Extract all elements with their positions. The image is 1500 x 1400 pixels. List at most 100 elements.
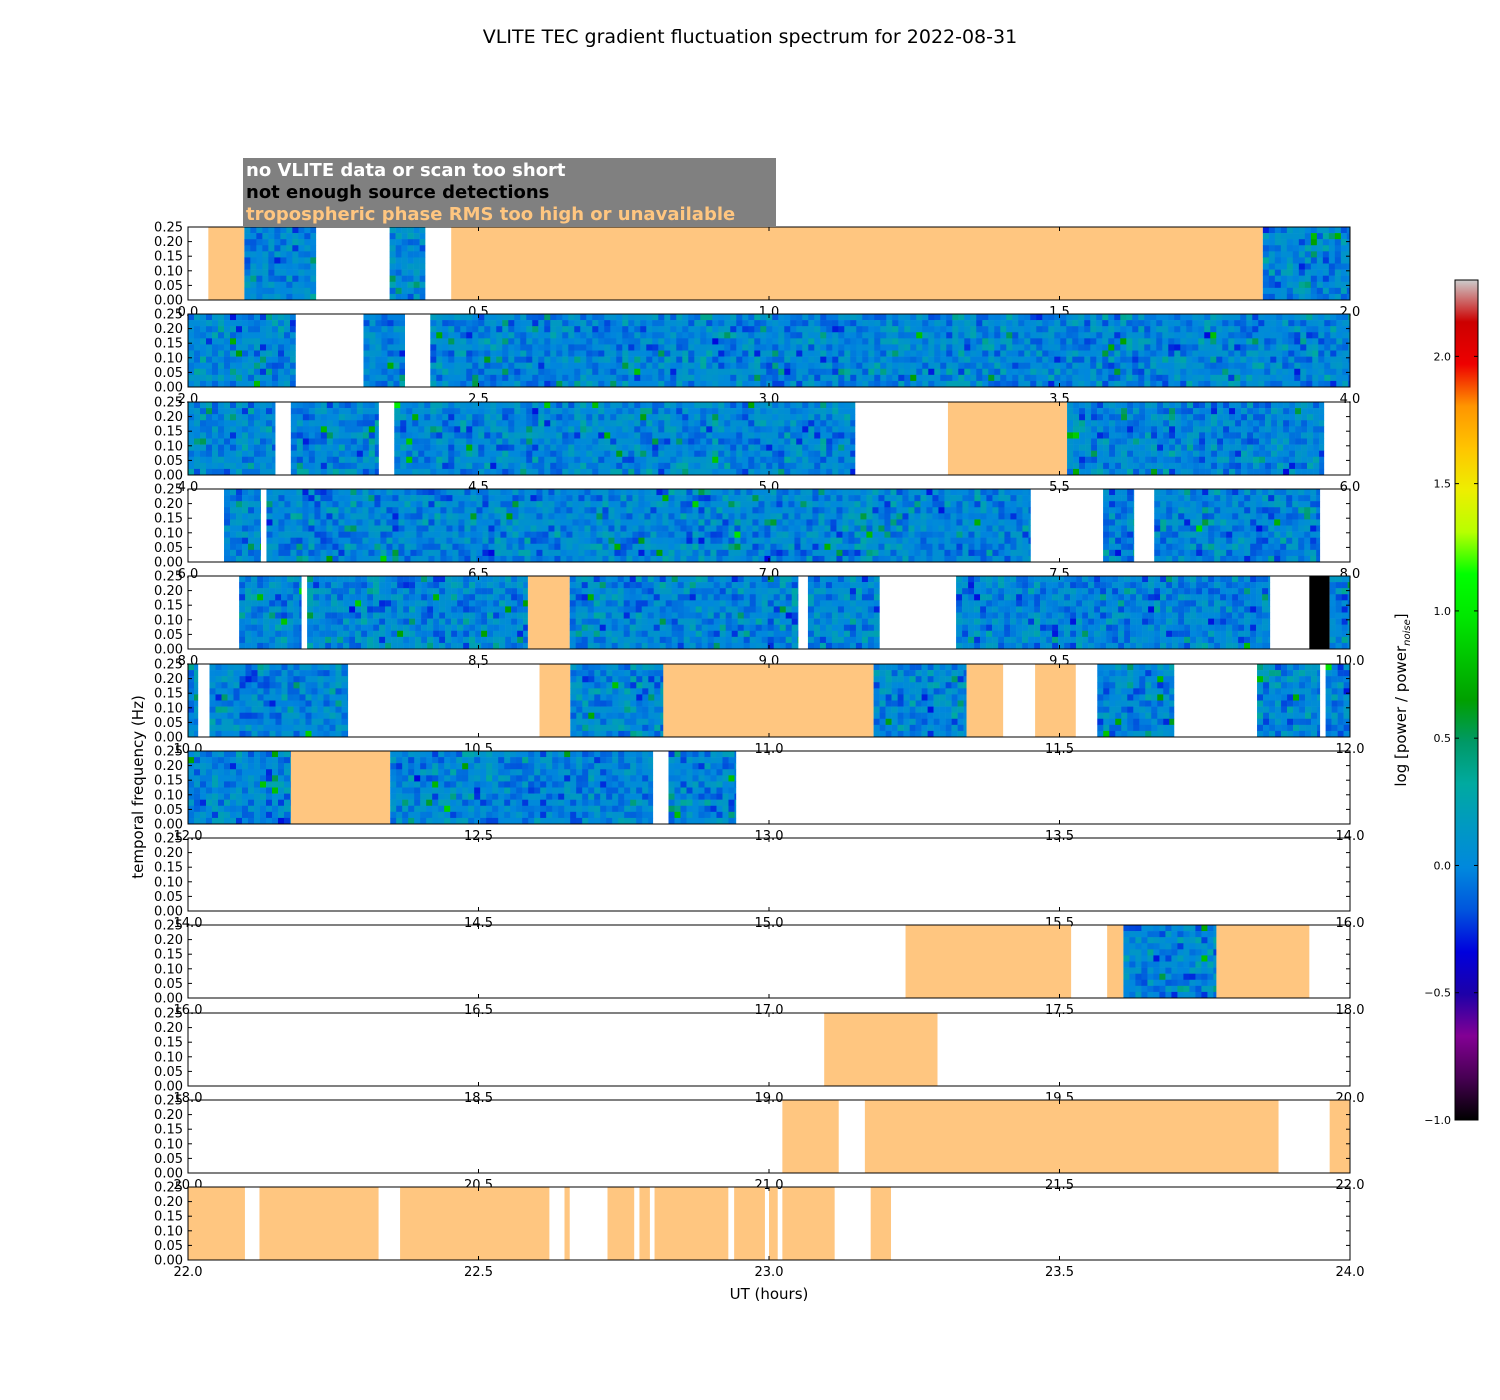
x-tick-label: 16.0 bbox=[174, 1003, 203, 1018]
y-tick-label: 0.05 bbox=[154, 628, 183, 643]
colorbar-gradient bbox=[1454, 279, 1479, 1121]
y-tick-label: 0.25 bbox=[154, 919, 183, 934]
y-tick-label: 0.15 bbox=[154, 687, 183, 702]
segment-trop bbox=[639, 1187, 650, 1260]
segment-spectrum bbox=[390, 751, 654, 825]
colorbar-tick-label: 0.0 bbox=[1434, 859, 1452, 872]
segment-trop bbox=[734, 1187, 765, 1260]
x-tick-label: 13.5 bbox=[1045, 829, 1074, 844]
panel-22-24h: 0.000.050.100.150.200.25 22.0 22.5 23.0 23.5… bbox=[154, 1181, 1364, 1281]
x-tick-label: 15.0 bbox=[755, 916, 784, 931]
y-tick-label: 0.15 bbox=[154, 425, 183, 440]
x-tick-label: 18.5 bbox=[464, 1091, 493, 1106]
y-tick-label: 0.15 bbox=[154, 1036, 183, 1051]
y-tick-label: 0.20 bbox=[154, 1108, 183, 1123]
segment-trop bbox=[1329, 1100, 1350, 1173]
x-tick-label: 18.0 bbox=[174, 1091, 203, 1106]
segment-trop bbox=[539, 664, 571, 737]
y-tick-label: 0.05 bbox=[154, 541, 183, 556]
y-tick-label: 0.00 bbox=[154, 905, 183, 920]
segment-spectrum bbox=[188, 751, 292, 825]
y-tick-label: 0.20 bbox=[154, 497, 183, 512]
x-tick-label: 4.0 bbox=[178, 480, 199, 495]
segment-trop bbox=[864, 1100, 1279, 1173]
x-tick-label: 23.5 bbox=[1045, 1265, 1074, 1280]
x-tick-label: 24.0 bbox=[1336, 1265, 1365, 1280]
y-tick-label: 0.00 bbox=[154, 1080, 183, 1095]
legend-item-trop: tropospheric phase RMS too high or unava… bbox=[246, 204, 735, 225]
segment-spectrum bbox=[239, 576, 302, 650]
x-tick-label: 8.5 bbox=[468, 654, 489, 669]
x-tick-label: 17.5 bbox=[1045, 1003, 1074, 1018]
y-tick-label: 0.20 bbox=[154, 410, 183, 425]
x-tick-label: 18.0 bbox=[1336, 1003, 1365, 1018]
y-tick-label: 0.00 bbox=[154, 1167, 183, 1182]
y-tick-label: 0.05 bbox=[154, 890, 183, 905]
y-tick-label: 0.20 bbox=[154, 759, 183, 774]
x-tick-label: 12.0 bbox=[174, 829, 203, 844]
panel-8-10h: 0.000.050.100.150.200.258.0 8.5 9.0 9.5 10.0 bbox=[154, 570, 1364, 670]
segment-spectrum bbox=[394, 402, 856, 476]
segment-trop bbox=[290, 751, 391, 824]
segment-trop bbox=[824, 1013, 938, 1086]
y-tick-label: 0.10 bbox=[154, 351, 183, 366]
colorbar-tick-label: −0.5 bbox=[1424, 987, 1451, 1000]
panel-4-6h: 0.000.050.100.150.200.254.0 4.5 5.0 5.5 6.0 bbox=[154, 396, 1360, 496]
y-tick-label: 0.10 bbox=[154, 613, 183, 628]
y-tick-label: 0.25 bbox=[154, 1007, 183, 1022]
segment-spectrum bbox=[188, 314, 296, 388]
x-tick-label: 6.0 bbox=[1340, 480, 1361, 495]
y-tick-label: 0.05 bbox=[154, 366, 183, 381]
y-tick-label: 0.15 bbox=[154, 250, 183, 265]
segment-spectrum bbox=[1123, 925, 1217, 999]
y-tick-label: 0.25 bbox=[154, 745, 183, 760]
y-tick-label: 0.00 bbox=[154, 1254, 183, 1269]
y-tick-label: 0.05 bbox=[154, 1065, 183, 1080]
segment-spectrum bbox=[290, 402, 379, 476]
y-tick-label: 0.05 bbox=[154, 1239, 183, 1254]
x-tick-label: 23.0 bbox=[755, 1265, 784, 1280]
segment-spectrum bbox=[209, 664, 349, 738]
x-tick-label: 5.5 bbox=[1049, 480, 1070, 495]
y-tick-label: 0.20 bbox=[154, 933, 183, 948]
panel-frame bbox=[187, 837, 1351, 912]
segment-spectrum bbox=[430, 314, 1351, 388]
y-tick-label: 0.05 bbox=[154, 454, 183, 469]
legend-item-nodet: not enough source detections bbox=[246, 182, 549, 203]
y-tick-label: 0.20 bbox=[154, 1021, 183, 1036]
y-tick-label: 0.10 bbox=[154, 875, 183, 890]
y-tick-label: 0.15 bbox=[154, 512, 183, 527]
y-tick-label: 0.00 bbox=[154, 643, 183, 658]
segment-spectrum bbox=[1067, 402, 1325, 476]
y-tick-label: 0.25 bbox=[154, 1094, 183, 1109]
x-tick-label: 19.0 bbox=[755, 1091, 784, 1106]
y-tick-label: 0.15 bbox=[154, 1210, 183, 1225]
x-tick-label: 12.0 bbox=[1336, 742, 1365, 757]
y-tick-label: 0.05 bbox=[154, 279, 183, 294]
segment-spectrum bbox=[266, 489, 1031, 563]
segment-trop bbox=[782, 1187, 835, 1260]
y-tick-label: 0.00 bbox=[154, 731, 183, 746]
segment-spectrum bbox=[244, 227, 317, 301]
segment-trop bbox=[1216, 925, 1310, 998]
y-tick-label: 0.10 bbox=[154, 701, 183, 716]
y-tick-label: 0.05 bbox=[154, 803, 183, 818]
panel-2-4h: 0.000.050.100.150.200.252.0 2.5 3.0 3.5 4.0 bbox=[154, 308, 1360, 408]
segment-trop bbox=[451, 227, 1263, 300]
segment-spectrum bbox=[807, 576, 880, 650]
legend-item-nodata: no VLITE data or scan too short bbox=[246, 160, 566, 181]
segment-trop bbox=[564, 1187, 570, 1260]
y-tick-label: 0.25 bbox=[154, 570, 183, 585]
y-tick-label: 0.10 bbox=[154, 1050, 183, 1065]
colorbar-tick-label: 1.0 bbox=[1434, 605, 1452, 618]
segment-trop bbox=[259, 1187, 379, 1260]
x-tick-label: 6.0 bbox=[178, 567, 199, 582]
y-tick-label: 0.10 bbox=[154, 1224, 183, 1239]
y-tick-label: 0.10 bbox=[154, 788, 183, 803]
